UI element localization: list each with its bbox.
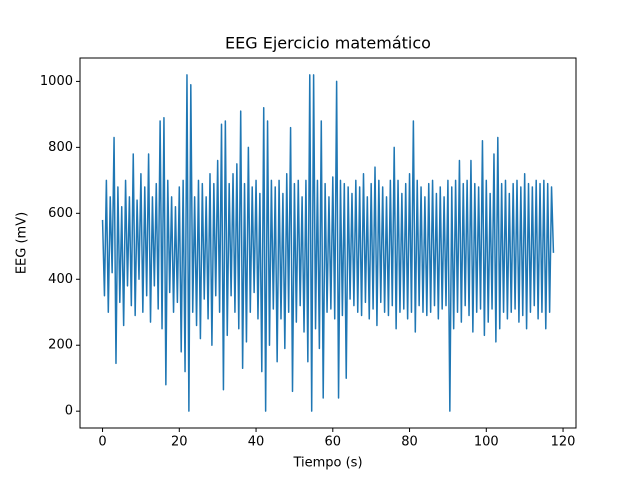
- axes-frame: [79, 57, 577, 429]
- y-tick-label: 1000: [40, 74, 73, 89]
- y-tick-label: 600: [48, 206, 73, 221]
- y-tick-label: 800: [48, 140, 73, 155]
- y-tick-label: 0: [65, 404, 73, 419]
- x-tick-label: 40: [248, 435, 265, 450]
- chart-title: EEG Ejercicio matemático: [225, 34, 431, 53]
- x-tick-label: 20: [171, 435, 188, 450]
- x-tick-label: 60: [325, 435, 342, 450]
- x-tick-label: 120: [551, 435, 576, 450]
- y-axis-label: EEG (mV): [15, 212, 30, 274]
- x-axis-label: Tiempo (s): [292, 456, 362, 471]
- plot-area: [101, 74, 555, 412]
- x-tick-label: 80: [401, 435, 418, 450]
- eeg-line: [101, 74, 555, 412]
- x-tick-label: 0: [98, 435, 106, 450]
- x-tick-label: 100: [474, 435, 499, 450]
- y-tick-label: 200: [48, 338, 73, 353]
- y-tick-label: 400: [48, 272, 73, 287]
